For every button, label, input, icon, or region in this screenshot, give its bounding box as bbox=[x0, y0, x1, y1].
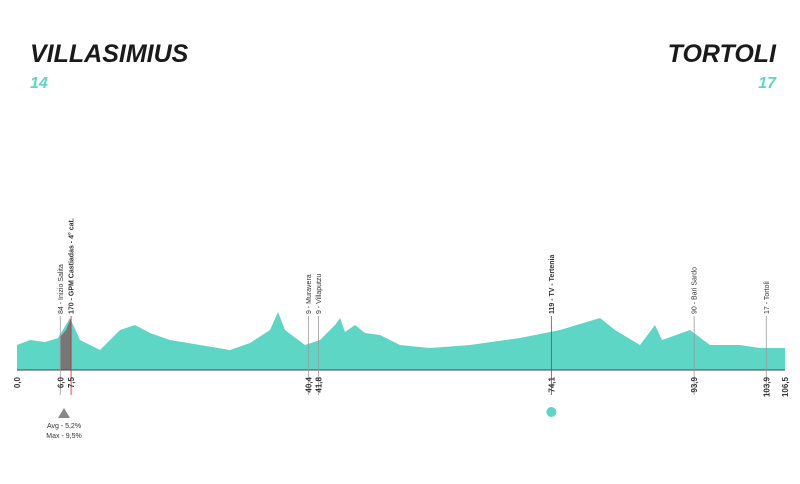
climb-area bbox=[60, 318, 71, 370]
marker-label: 9 - Villaputzu bbox=[316, 274, 323, 314]
km-label: 93,9 bbox=[690, 376, 699, 392]
marker-label: 84 - Inizio Salita bbox=[58, 264, 65, 314]
marker-label: 90 - Bari Sardo bbox=[692, 267, 699, 314]
km-label: 7,5 bbox=[67, 376, 76, 388]
climb-icon bbox=[58, 408, 70, 418]
profile bbox=[17, 312, 785, 370]
km-label: 0,0 bbox=[13, 376, 22, 388]
climb-avg: Avg - 5,2% bbox=[47, 423, 81, 430]
start-number: 14 bbox=[30, 75, 48, 92]
marker-label: 119 - TV - Tertenia bbox=[549, 255, 556, 314]
finish-number: 17 bbox=[758, 75, 777, 92]
marker-label: 9 - Muravera bbox=[306, 274, 313, 314]
km-label: 6,0 bbox=[56, 376, 65, 388]
marker-label: 17 - Tortolì bbox=[764, 281, 771, 314]
km-label: 41,8 bbox=[314, 376, 323, 392]
start-city: VILLASIMIUS bbox=[30, 40, 189, 68]
km-label: 106,5 bbox=[781, 376, 790, 397]
sprint-icon bbox=[546, 407, 557, 417]
finish-city: TORTOLI bbox=[668, 40, 777, 68]
km-label: 74,1 bbox=[547, 376, 556, 392]
km-label: 103,9 bbox=[762, 376, 771, 397]
km-label: 40,4 bbox=[304, 376, 313, 392]
climb-max: Max - 9,5% bbox=[46, 433, 81, 440]
marker-label: 170 - GPM Castiadas - 4° cat. bbox=[68, 218, 76, 314]
